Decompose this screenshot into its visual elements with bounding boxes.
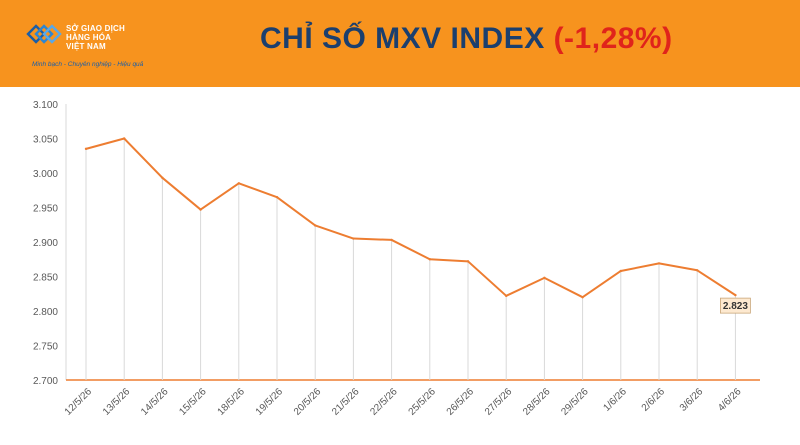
page-title: CHỈ SỐ MXV INDEX (-1,28%) [260, 22, 680, 56]
mxv-logo: SỞ GIAO DỊCH HÀNG HÓA VIỆT NAM Minh bạch… [26, 16, 176, 74]
x-tick-label: 18/5/26 [216, 386, 248, 418]
logo-line-3: VIỆT NAM [66, 42, 106, 51]
x-tick-label: 26/5/26 [445, 386, 477, 418]
x-tick-label: 21/5/26 [330, 386, 362, 418]
y-tick-label: 2.700 [33, 376, 58, 387]
last-value-badge [720, 297, 751, 314]
x-tick-label: 13/5/26 [101, 386, 133, 418]
data-point [734, 293, 737, 297]
data-point [123, 137, 126, 140]
data-point [581, 296, 584, 299]
logo-line-1: SỞ GIAO DỊCH [66, 24, 126, 33]
x-tick-label: 14/5/26 [139, 386, 171, 418]
data-point [505, 294, 508, 298]
x-tick-label: 29/5/26 [559, 386, 591, 418]
header-banner: SỞ GIAO DỊCH HÀNG HÓA VIỆT NAM Minh bạch… [0, 0, 800, 87]
logo-tagline: Minh bạch - Chuyên nghiệp - Hiệu quả [32, 61, 144, 68]
data-point [352, 237, 355, 240]
y-tick-label: 2.900 [33, 238, 58, 249]
x-tick-label: 12/5/26 [63, 386, 95, 418]
series-line [85, 137, 736, 299]
line-chart: 2.700 2.750 2.800 2.850 2.900 2.950 3.000 3.050… [33, 100, 760, 418]
data-point [466, 260, 470, 263]
data-point [696, 269, 699, 272]
x-tick-label: 15/5/26 [177, 386, 209, 418]
y-tick-label: 2.800 [33, 307, 58, 318]
x-tick-label: 22/5/26 [368, 386, 400, 418]
y-tick-label: 3.050 [33, 135, 58, 146]
y-tick-label: 2.750 [33, 342, 58, 353]
y-tick-label: 2.950 [33, 204, 58, 215]
data-point [390, 238, 393, 242]
logo-line-2: HÀNG HÓA [66, 33, 112, 42]
x-tick-label: 1/6/26 [601, 386, 629, 414]
x-tick-label: 4/6/26 [716, 386, 744, 414]
y-tick-label: 3.100 [33, 100, 58, 111]
mxv-logo-icon [26, 24, 62, 44]
data-point [275, 195, 279, 199]
data-point [161, 176, 164, 180]
data-point [237, 182, 240, 185]
index-change: (-1,28%) [553, 22, 673, 55]
x-tick-label: 20/5/26 [292, 386, 324, 418]
y-tick-label: 3.000 [33, 169, 58, 180]
y-tick-label: 2.850 [33, 273, 58, 284]
data-point [428, 258, 431, 261]
x-tick-label: 3/6/26 [678, 386, 706, 414]
x-tick-label: 19/5/26 [254, 386, 286, 418]
data-point [199, 208, 202, 211]
x-tick-label: 27/5/26 [483, 386, 515, 418]
data-point [84, 147, 88, 151]
data-point [657, 262, 661, 265]
data-point [543, 276, 546, 280]
x-tick-label: 25/5/26 [407, 386, 439, 418]
logo-text: SỞ GIAO DỊCH HÀNG HÓA VIỆT NAM [66, 24, 125, 51]
last-value-label: 2.823 [723, 301, 748, 312]
x-tick-label: 2/6/26 [640, 386, 668, 414]
title-text: CHỈ SỐ MXV INDEX [260, 22, 545, 55]
x-tick-label: 28/5/26 [521, 386, 553, 418]
chart-area: 2.700 2.750 2.800 2.850 2.900 2.950 3.000 3.050… [0, 87, 800, 445]
data-point [619, 269, 622, 273]
data-point [314, 224, 317, 227]
